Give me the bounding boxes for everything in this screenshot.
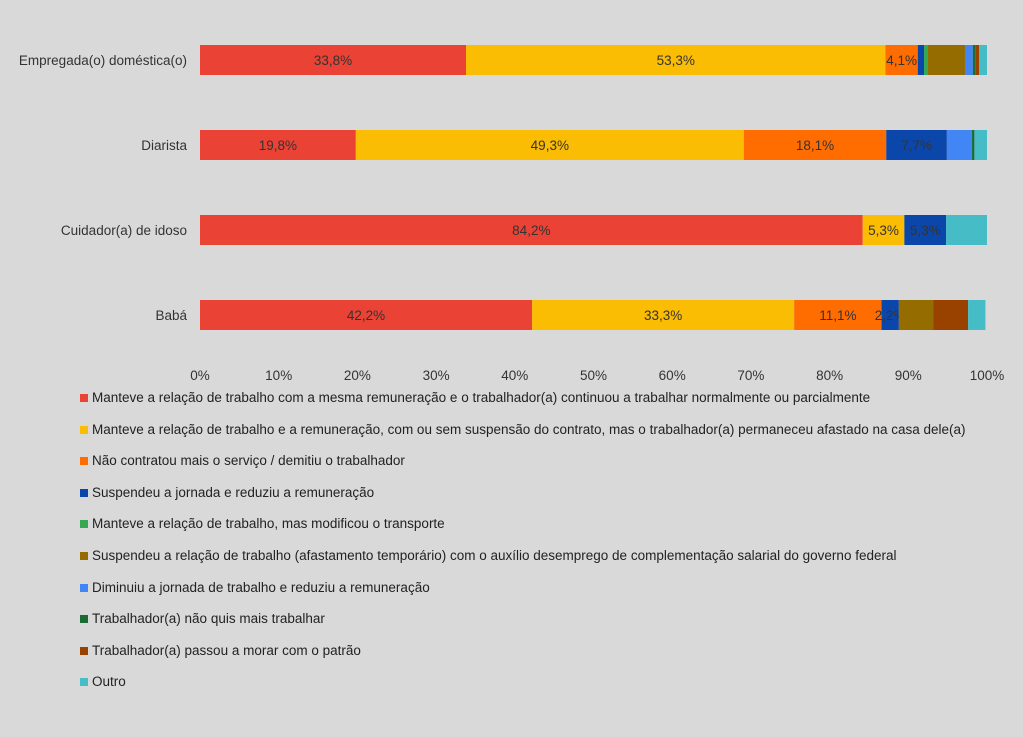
x-tick-label: 50%	[580, 368, 607, 383]
bar-segment	[885, 45, 918, 75]
category-label: Babá	[155, 308, 187, 323]
legend-swatch	[80, 520, 88, 529]
data-label: 5,3%	[910, 223, 941, 238]
legend-swatch	[80, 488, 88, 497]
data-label: 7,7%	[901, 138, 932, 153]
legend-swatch	[80, 678, 88, 687]
data-label: 42,2%	[347, 308, 385, 323]
bar-segment	[200, 130, 356, 160]
legend-item: Não contratou mais o serviço / demitiu o…	[80, 451, 980, 483]
bar-segment	[917, 45, 925, 75]
bar-segment	[466, 45, 886, 75]
legend-swatch	[80, 425, 88, 434]
data-label: 33,8%	[314, 53, 352, 68]
legend-swatch	[80, 457, 88, 466]
data-label: 11,1%	[819, 308, 856, 323]
bar-segment	[946, 130, 973, 160]
data-label: 4,1%	[886, 53, 917, 68]
bar-segment	[972, 45, 976, 75]
legend-item: Diminuiu a jornada de trabalho e reduziu…	[80, 578, 980, 610]
legend-label: Trabalhador(a) passou a morar com o patr…	[92, 642, 361, 658]
bar-segment	[743, 130, 887, 160]
bar-segment	[933, 300, 969, 330]
legend-label: Trabalhador(a) não quis mais trabalhar	[92, 611, 325, 627]
bar-segment	[924, 45, 928, 75]
legend-label: Manteve a relação de trabalho, mas modif…	[92, 516, 445, 532]
bar-segment	[886, 130, 947, 160]
x-tick-label: 20%	[344, 368, 371, 383]
legend-label: Suspendeu a relação de trabalho (afastam…	[92, 547, 897, 563]
bar-segment	[968, 300, 986, 330]
data-label: 19,8%	[259, 138, 297, 153]
legend-label: Manteve a relação de trabalho e a remune…	[92, 421, 966, 437]
bar-segment	[898, 300, 934, 330]
x-tick-label: 10%	[265, 368, 292, 383]
data-label: 18,1%	[796, 138, 834, 153]
legend-item: Trabalhador(a) não quis mais trabalhar	[80, 609, 980, 641]
bar-segment	[200, 215, 863, 245]
legend: Manteve a relação de trabalho com a mesm…	[80, 388, 980, 704]
data-label: 5,3%	[868, 223, 899, 238]
legend-item: Suspendeu a jornada e reduziu a remunera…	[80, 483, 980, 515]
category-label: Diarista	[141, 138, 187, 153]
category-label: Empregada(o) doméstica(o)	[19, 53, 187, 68]
legend-label: Manteve a relação de trabalho com a mesm…	[92, 390, 871, 405]
x-tick-label: 30%	[423, 368, 450, 383]
x-tick-label: 80%	[816, 368, 843, 383]
data-label: 53,3%	[657, 53, 695, 68]
legend-label: Outro	[92, 674, 126, 690]
x-tick-label: 90%	[895, 368, 922, 383]
bar-segment	[927, 45, 965, 75]
bar-segment	[964, 45, 973, 75]
data-label: 2,2%	[875, 308, 906, 323]
legend-item: Suspendeu a relação de trabalho (afastam…	[80, 546, 980, 578]
legend-item: Trabalhador(a) passou a morar com o patr…	[80, 641, 980, 673]
data-label: 84,2%	[512, 223, 550, 238]
legend-label: Não contratou mais o serviço / demitiu o…	[92, 453, 405, 469]
legend-item: Manteve a relação de trabalho com a mesm…	[80, 388, 980, 420]
bar-segment	[974, 130, 987, 160]
legend-item: Manteve a relação de trabalho e a remune…	[80, 420, 980, 452]
x-tick-label: 60%	[659, 368, 686, 383]
x-tick-label: 70%	[737, 368, 764, 383]
bar-segment	[794, 300, 882, 330]
bar-segment	[881, 300, 899, 330]
bar-segment	[200, 300, 533, 330]
bar-segment	[972, 130, 975, 160]
legend-swatch	[80, 551, 88, 560]
bar-segment	[200, 45, 467, 75]
bar-segment	[355, 130, 744, 160]
x-tick-label: 100%	[970, 368, 1005, 383]
legend-item: Manteve a relação de trabalho, mas modif…	[80, 514, 980, 546]
data-label: 49,3%	[531, 138, 569, 153]
bar-segment	[979, 45, 987, 75]
bar-segment	[946, 215, 987, 245]
bar-segment	[975, 45, 980, 75]
legend-swatch	[80, 583, 88, 592]
x-tick-label: 40%	[501, 368, 528, 383]
x-tick-label: 0%	[190, 368, 210, 383]
stacked-bar-chart: Empregada(o) doméstica(o) 33,8% 53,3% 4,1% D…	[19, 45, 1005, 383]
legend-swatch	[80, 646, 88, 655]
bar-segment	[532, 300, 795, 330]
category-label: Cuidador(a) de idoso	[61, 223, 187, 238]
legend-swatch	[80, 394, 88, 402]
legend-item: Outro	[80, 672, 980, 704]
data-label: 33,3%	[644, 308, 682, 323]
legend-label: Suspendeu a jornada e reduziu a remunera…	[92, 484, 375, 500]
legend-label: Diminuiu a jornada de trabalho e reduziu…	[92, 579, 430, 595]
legend-swatch	[80, 615, 88, 624]
bar-segment	[904, 215, 947, 245]
bar-segment	[862, 215, 905, 245]
